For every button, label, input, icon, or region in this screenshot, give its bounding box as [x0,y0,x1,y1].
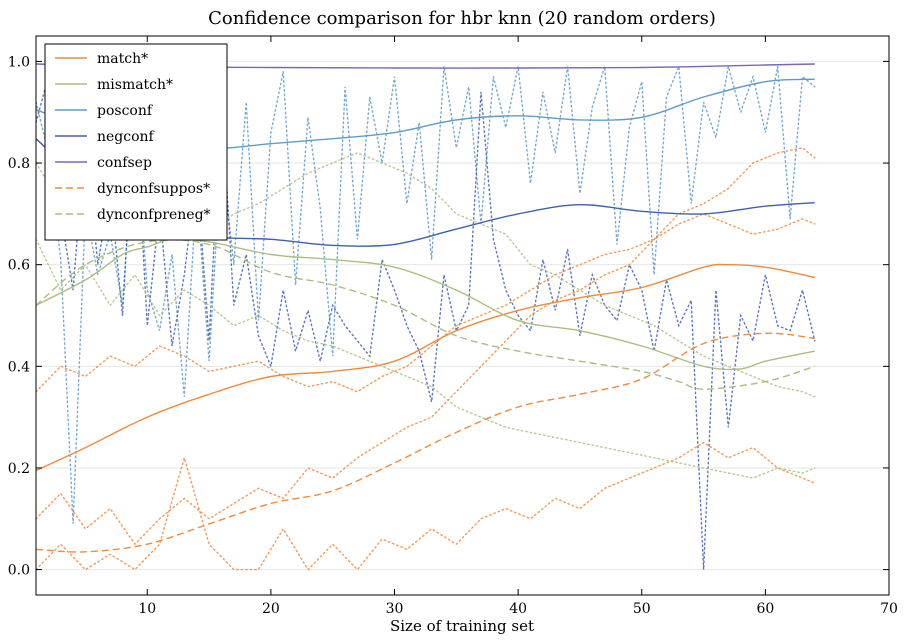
series-line [35,238,815,371]
legend: match* mismatch* posconf negconf confsep dync… [44,43,228,241]
x-tick-label: 10 [138,601,156,617]
x-tick-label: 40 [509,601,527,617]
x-tick-label: 20 [262,601,280,617]
x-tick-label: 30 [386,601,404,617]
x-axis-label: Size of training set [390,617,534,635]
legend-label: dynconfpreneg* [97,207,211,223]
legend-box [44,43,228,241]
x-tick-label: 70 [880,601,898,617]
y-axis: 0.0 0.2 0.4 0.6 0.8 1.0 [8,54,889,579]
legend-label: mismatch* [97,77,173,93]
legend-label: dynconfsuppos* [97,181,210,197]
series-line [35,332,815,553]
y-tick-label: 1.0 [8,54,30,70]
x-axis: 10 20 30 40 50 60 70 [138,36,898,617]
x-tick-label: 50 [633,601,651,617]
legend-label: confsep [97,155,152,171]
plot-frame [35,35,890,596]
y-tick-label: 0.0 [8,563,30,579]
background-trace [35,441,816,571]
x-tick-label: 60 [756,601,774,617]
background-traces [35,66,816,571]
y-tick-label: 0.4 [8,359,30,375]
background-trace [35,66,816,524]
legend-label: posconf [97,103,154,119]
series-line [35,239,816,390]
legend-label: match* [97,51,148,67]
background-trace [35,238,816,479]
y-tick-label: 0.8 [8,156,30,172]
background-trace [35,76,816,570]
y-tick-label: 0.6 [8,258,30,274]
background-trace [35,147,816,546]
legend-label: negconf [97,129,156,145]
chart-title: Confidence comparison for hbr knn (20 ra… [208,8,716,29]
series-line [35,263,815,472]
y-tick-label: 0.2 [8,461,30,477]
background-trace [35,213,816,393]
